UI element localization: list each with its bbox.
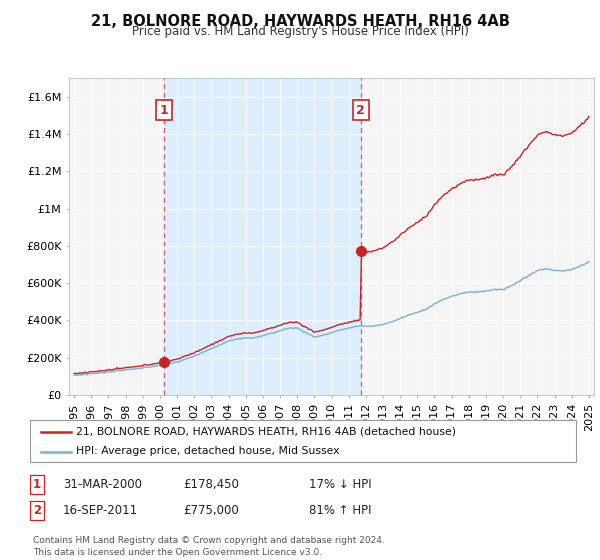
Text: 21, BOLNORE ROAD, HAYWARDS HEATH, RH16 4AB (detached house): 21, BOLNORE ROAD, HAYWARDS HEATH, RH16 4… bbox=[76, 427, 457, 437]
Text: £178,450: £178,450 bbox=[183, 478, 239, 491]
Text: HPI: Average price, detached house, Mid Sussex: HPI: Average price, detached house, Mid … bbox=[76, 446, 340, 456]
Text: 2: 2 bbox=[33, 504, 41, 517]
Text: £775,000: £775,000 bbox=[183, 504, 239, 517]
Text: 17% ↓ HPI: 17% ↓ HPI bbox=[309, 478, 371, 491]
Text: Price paid vs. HM Land Registry's House Price Index (HPI): Price paid vs. HM Land Registry's House … bbox=[131, 25, 469, 38]
Text: 2: 2 bbox=[356, 104, 365, 116]
Text: 1: 1 bbox=[33, 478, 41, 491]
Text: 21, BOLNORE ROAD, HAYWARDS HEATH, RH16 4AB: 21, BOLNORE ROAD, HAYWARDS HEATH, RH16 4… bbox=[91, 14, 509, 29]
Bar bbox=[164, 78, 361, 395]
Text: 1: 1 bbox=[160, 104, 169, 116]
Text: 31-MAR-2000: 31-MAR-2000 bbox=[63, 478, 142, 491]
Text: 81% ↑ HPI: 81% ↑ HPI bbox=[309, 504, 371, 517]
Text: Contains HM Land Registry data © Crown copyright and database right 2024.
This d: Contains HM Land Registry data © Crown c… bbox=[33, 536, 385, 557]
Text: 16-SEP-2011: 16-SEP-2011 bbox=[63, 504, 138, 517]
